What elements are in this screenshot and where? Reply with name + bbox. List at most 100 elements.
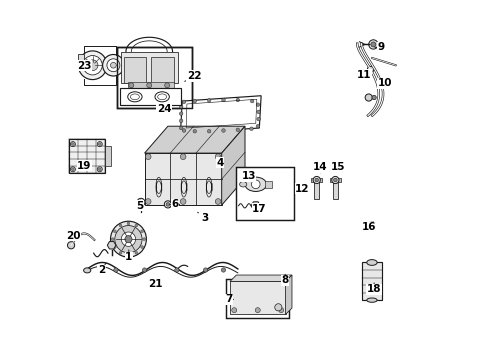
Circle shape bbox=[365, 94, 372, 101]
Ellipse shape bbox=[155, 92, 170, 102]
Text: 20: 20 bbox=[66, 231, 81, 240]
Bar bbox=[105, 146, 111, 166]
Circle shape bbox=[114, 268, 118, 272]
Circle shape bbox=[113, 246, 116, 248]
Circle shape bbox=[83, 55, 102, 75]
Bar bbox=[151, 57, 174, 83]
Circle shape bbox=[141, 230, 144, 233]
Circle shape bbox=[146, 199, 151, 204]
Circle shape bbox=[215, 199, 221, 204]
Bar bbox=[117, 47, 192, 108]
Bar bbox=[124, 57, 146, 83]
Circle shape bbox=[371, 42, 376, 47]
Text: 11: 11 bbox=[357, 70, 372, 80]
Circle shape bbox=[129, 83, 134, 88]
Polygon shape bbox=[145, 126, 245, 153]
Circle shape bbox=[193, 130, 196, 133]
Circle shape bbox=[179, 105, 183, 108]
Circle shape bbox=[203, 268, 208, 272]
Circle shape bbox=[180, 199, 186, 204]
Ellipse shape bbox=[128, 92, 142, 102]
Circle shape bbox=[257, 110, 260, 114]
Ellipse shape bbox=[367, 260, 377, 265]
Polygon shape bbox=[251, 202, 260, 210]
Circle shape bbox=[182, 129, 186, 132]
Circle shape bbox=[175, 268, 179, 272]
Circle shape bbox=[137, 198, 145, 206]
Text: 1: 1 bbox=[125, 250, 132, 262]
Circle shape bbox=[71, 167, 75, 172]
Circle shape bbox=[215, 154, 221, 159]
Circle shape bbox=[313, 176, 320, 184]
Ellipse shape bbox=[367, 298, 377, 302]
Circle shape bbox=[127, 222, 130, 225]
Polygon shape bbox=[107, 242, 116, 249]
Circle shape bbox=[119, 224, 122, 227]
Circle shape bbox=[256, 103, 260, 107]
Circle shape bbox=[232, 308, 237, 313]
Circle shape bbox=[332, 176, 339, 184]
Circle shape bbox=[255, 308, 260, 313]
Circle shape bbox=[115, 226, 142, 253]
Circle shape bbox=[166, 203, 170, 206]
Bar bbox=[77, 54, 84, 62]
Circle shape bbox=[113, 230, 116, 233]
Text: 6: 6 bbox=[170, 199, 179, 210]
Bar bbox=[311, 178, 322, 182]
Ellipse shape bbox=[245, 177, 267, 192]
Circle shape bbox=[221, 129, 225, 132]
Circle shape bbox=[107, 59, 120, 72]
Circle shape bbox=[315, 178, 318, 182]
Circle shape bbox=[111, 221, 147, 257]
Circle shape bbox=[102, 54, 124, 76]
Bar bbox=[69, 139, 105, 173]
Circle shape bbox=[122, 232, 136, 246]
Circle shape bbox=[98, 143, 101, 145]
Circle shape bbox=[127, 253, 130, 256]
Circle shape bbox=[146, 154, 151, 159]
Text: 3: 3 bbox=[197, 212, 208, 222]
Circle shape bbox=[250, 99, 254, 103]
Circle shape bbox=[78, 51, 107, 80]
Ellipse shape bbox=[240, 181, 247, 187]
Circle shape bbox=[179, 119, 183, 123]
Text: 17: 17 bbox=[252, 204, 267, 214]
Circle shape bbox=[139, 201, 143, 204]
Circle shape bbox=[221, 268, 225, 272]
Bar bbox=[121, 51, 178, 83]
Circle shape bbox=[180, 154, 186, 159]
Circle shape bbox=[135, 251, 138, 254]
Circle shape bbox=[275, 297, 278, 300]
Circle shape bbox=[125, 235, 132, 243]
Text: 10: 10 bbox=[378, 78, 392, 88]
Circle shape bbox=[236, 98, 240, 102]
Bar bbox=[362, 262, 382, 300]
Circle shape bbox=[221, 98, 225, 102]
Polygon shape bbox=[286, 275, 292, 315]
Polygon shape bbox=[180, 96, 261, 134]
Circle shape bbox=[273, 295, 280, 302]
Text: 12: 12 bbox=[295, 184, 310, 194]
Circle shape bbox=[87, 60, 98, 71]
Circle shape bbox=[143, 238, 146, 240]
Circle shape bbox=[250, 127, 253, 131]
Bar bbox=[265, 181, 272, 188]
Polygon shape bbox=[221, 126, 245, 205]
Circle shape bbox=[256, 125, 260, 128]
Bar bbox=[128, 82, 174, 89]
Bar bbox=[330, 178, 341, 182]
Circle shape bbox=[72, 168, 74, 171]
Circle shape bbox=[98, 168, 101, 171]
Text: 24: 24 bbox=[157, 104, 172, 114]
Bar bbox=[226, 279, 289, 318]
Circle shape bbox=[179, 126, 183, 130]
Text: 14: 14 bbox=[313, 162, 328, 173]
Circle shape bbox=[275, 304, 282, 311]
Circle shape bbox=[368, 40, 378, 49]
Text: 5: 5 bbox=[137, 200, 144, 211]
Circle shape bbox=[119, 251, 122, 254]
Text: 18: 18 bbox=[367, 283, 381, 294]
Bar bbox=[117, 47, 192, 108]
Circle shape bbox=[179, 112, 183, 116]
Bar bbox=[333, 181, 338, 199]
